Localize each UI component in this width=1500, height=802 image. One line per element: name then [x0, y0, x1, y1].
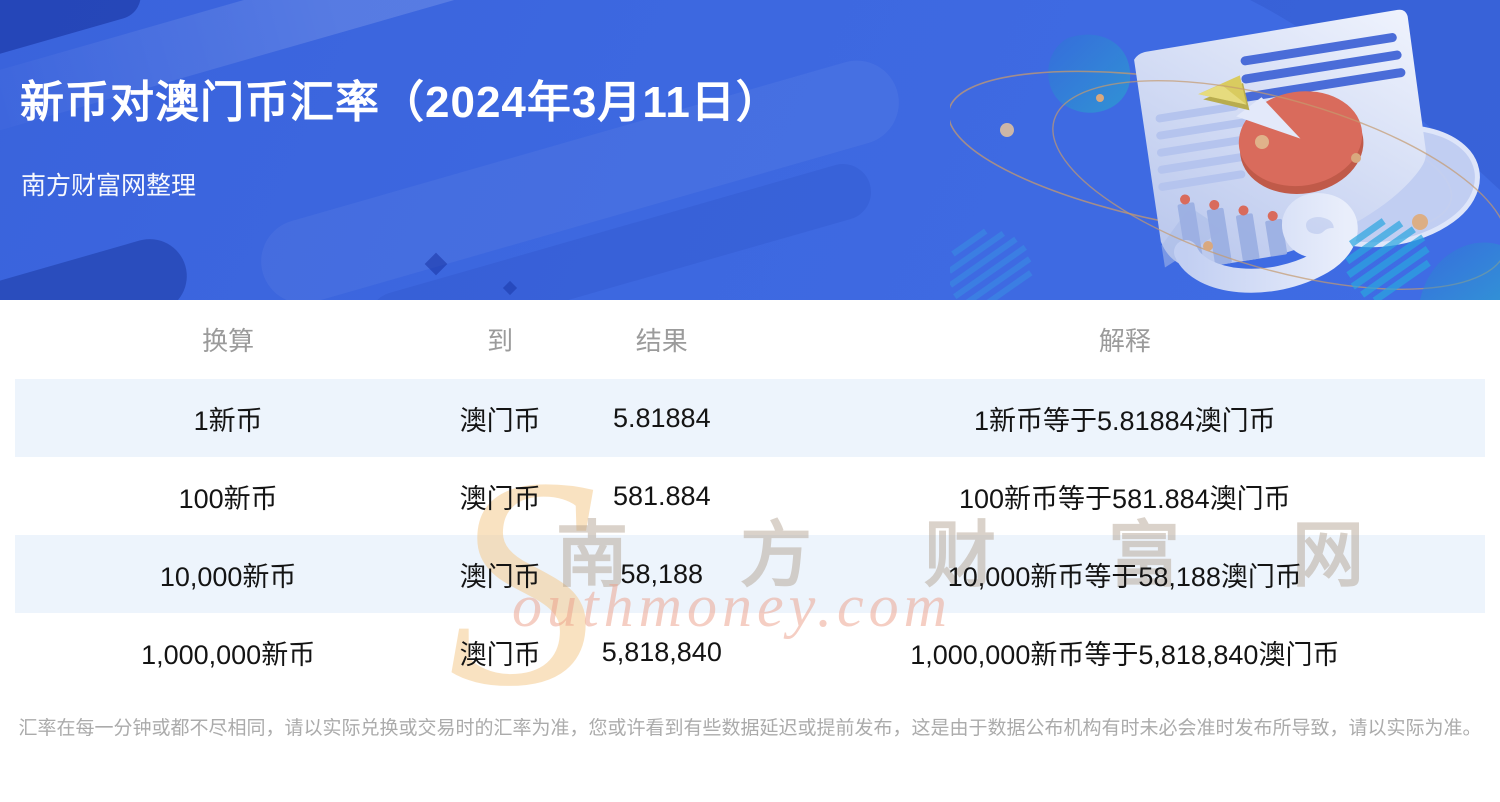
- cell-result: 58,188: [620, 558, 704, 589]
- cell-to: 澳门币: [459, 561, 541, 592]
- page-banner: 新币对澳门币汇率（2024年3月11日） 南方财富网整理: [0, 0, 1500, 300]
- orbit-beads: [1000, 94, 1428, 251]
- paper-sheet: [1134, 9, 1426, 270]
- column-header-to: 到: [487, 326, 514, 356]
- page-title: 新币对澳门币汇率（2024年3月11日）: [20, 78, 781, 127]
- cell-explain: 100新币等于581.884澳门币: [959, 483, 1291, 514]
- cell-to: 澳门币: [459, 405, 541, 436]
- column-header-convert: 换算: [202, 326, 255, 356]
- cell-explain: 1,000,000新币等于5,818,840澳门币: [910, 639, 1340, 670]
- cell-to: 澳门币: [459, 483, 541, 514]
- striped-circle: [1345, 218, 1431, 300]
- cell-result: 581.884: [612, 480, 711, 511]
- pie-chart: [1198, 75, 1364, 194]
- cell-to: 澳门币: [459, 639, 541, 670]
- cell-explain: 10,000新币等于58,188澳门币: [947, 561, 1302, 592]
- banner-decor-corner-bottom-left: [0, 230, 196, 300]
- exchange-rate-table: S 南 方 财 富 网 outhmoney.com 换算 到 结果 解释 1新币…: [0, 300, 1500, 732]
- swoosh-shape: [1250, 0, 1500, 190]
- cell-from: 100新币: [178, 483, 278, 514]
- teal-corner-blob: [1420, 242, 1500, 300]
- paper-curl: [1174, 193, 1358, 293]
- cell-from: 10,000新币: [159, 561, 297, 592]
- orbit-ellipse: [1052, 80, 1500, 290]
- page-subtitle: 南方财富网整理: [21, 172, 197, 200]
- striped-circle: [950, 228, 1033, 300]
- column-header-result: 结果: [635, 326, 688, 356]
- table-header-row: 换算 到 结果 解释: [15, 300, 1485, 379]
- cell-from: 1新币: [193, 405, 263, 436]
- table-row: 1新币 澳门币 5.81884 1新币等于5.81884澳门币: [15, 379, 1485, 457]
- cell-explain: 1新币等于5.81884澳门币: [974, 405, 1276, 436]
- text-lines-dark: [1240, 33, 1406, 102]
- disclaimer-text: 汇率在每一分钟或都不尽相同，请以实际兑换或交易时的汇率为准，您或许看到有些数据延…: [18, 718, 1482, 739]
- cell-result: 5,818,840: [601, 636, 722, 667]
- column-header-explain: 解释: [1098, 326, 1151, 356]
- teal-blob: [1048, 34, 1131, 113]
- financial-report-illustration: [950, 0, 1500, 300]
- text-lines-light: [1155, 102, 1261, 191]
- table-row: 100新币 澳门币 581.884 100新币等于581.884澳门币: [15, 457, 1485, 535]
- cell-result: 5.81884: [612, 402, 711, 433]
- table-row: 1,000,000新币 澳门币 5,818,840 1,000,000新币等于5…: [15, 613, 1485, 691]
- cell-from: 1,000,000新币: [141, 639, 316, 670]
- table-row: 10,000新币 澳门币 58,188 10,000新币等于58,188澳门币: [15, 535, 1485, 613]
